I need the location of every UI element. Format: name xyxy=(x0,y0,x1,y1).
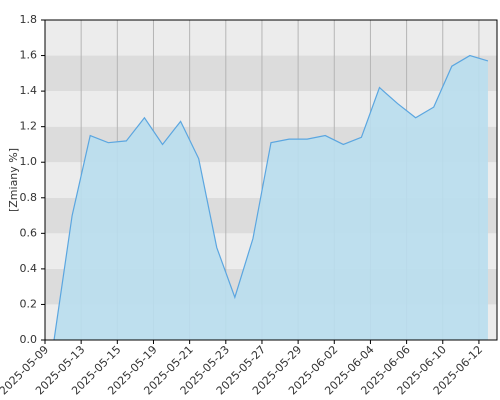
y-tick-label: 0.4 xyxy=(20,262,38,275)
y-tick-label: 0.2 xyxy=(20,297,38,310)
y-tick-label: 1.8 xyxy=(20,13,38,26)
y-tick-label: 1.0 xyxy=(20,155,38,168)
y-tick-label: 1.4 xyxy=(20,84,38,97)
y-tick-label: 1.2 xyxy=(20,120,38,133)
line xyxy=(53,54,489,341)
y-tick-label: 0.8 xyxy=(20,191,38,204)
y-tick-label: 0.0 xyxy=(20,333,38,346)
y-tick-label: 0.6 xyxy=(20,226,38,239)
y-tick-label: 1.6 xyxy=(20,49,38,62)
area xyxy=(54,55,488,341)
grid-band xyxy=(45,20,497,56)
plot-frame xyxy=(44,19,498,341)
grid-band xyxy=(45,55,497,92)
y-axis-label: [Zmiany %] xyxy=(7,148,20,212)
